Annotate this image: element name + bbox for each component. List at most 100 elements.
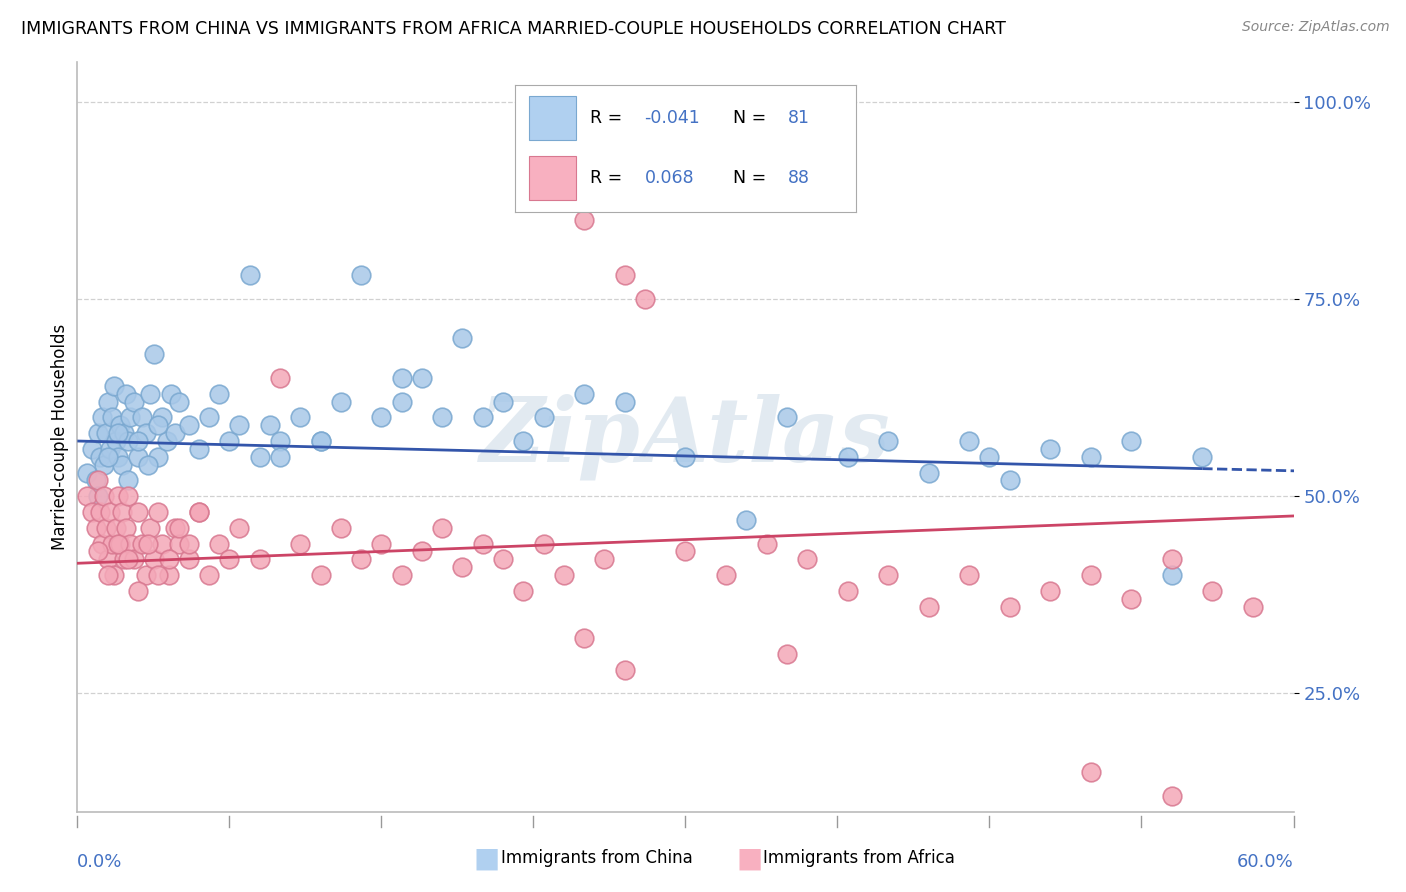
Point (228, 418, 250, 433)
Point (714, 568, 737, 582)
Point (107, 450, 129, 464)
Point (471, 536, 494, 550)
Point (108, 536, 131, 550)
Text: ZipAtlas: ZipAtlas (479, 394, 891, 480)
Point (593, 552, 616, 566)
Point (97, 450, 120, 464)
Point (309, 568, 332, 582)
Point (877, 434, 900, 448)
Point (1039, 583, 1062, 598)
Point (107, 426, 129, 441)
Point (148, 450, 170, 464)
Point (1161, 568, 1184, 582)
Point (998, 599, 1021, 614)
Point (93, 458, 115, 472)
Point (163, 521, 186, 535)
Point (957, 568, 980, 582)
Point (1161, 552, 1184, 566)
Point (370, 410, 392, 425)
Point (350, 552, 373, 566)
Text: 60.0%: 60.0% (1237, 853, 1294, 871)
Point (613, 663, 636, 677)
Point (86, 544, 108, 558)
Point (1039, 442, 1062, 456)
Point (167, 394, 190, 409)
Point (76, 466, 98, 480)
Point (107, 536, 129, 550)
Point (159, 386, 181, 401)
Text: IMMIGRANTS FROM CHINA VS IMMIGRANTS FROM AFRICA MARRIED-COUPLE HOUSEHOLDS CORREL: IMMIGRANTS FROM CHINA VS IMMIGRANTS FROM… (21, 20, 1005, 37)
Point (143, 552, 166, 566)
Point (148, 505, 170, 519)
Point (309, 434, 332, 448)
Point (131, 410, 153, 425)
Point (118, 536, 141, 550)
Point (80, 505, 103, 519)
Point (155, 434, 177, 448)
Point (533, 536, 555, 550)
Point (117, 474, 139, 488)
Point (309, 434, 332, 448)
Point (139, 521, 162, 535)
Point (157, 552, 180, 566)
Point (533, 410, 555, 425)
Point (98, 442, 121, 456)
Point (84, 474, 107, 488)
Point (127, 450, 149, 464)
Point (979, 450, 1001, 464)
Y-axis label: Married-couple Households: Married-couple Households (51, 324, 69, 550)
Point (104, 434, 127, 448)
Point (198, 568, 221, 582)
Point (89, 450, 111, 464)
Point (471, 410, 494, 425)
Point (370, 536, 392, 550)
Point (104, 521, 127, 535)
Point (136, 458, 159, 472)
Point (143, 347, 166, 361)
Point (117, 552, 139, 566)
Point (117, 489, 139, 503)
Point (117, 434, 139, 448)
Point (350, 268, 373, 283)
Point (148, 568, 170, 582)
Point (115, 521, 138, 535)
Point (198, 410, 221, 425)
Point (776, 647, 799, 661)
Point (735, 513, 758, 527)
Text: ■: ■ (737, 844, 763, 872)
Point (430, 410, 453, 425)
Point (634, 292, 657, 306)
Point (103, 568, 125, 582)
Point (755, 536, 778, 550)
Point (177, 536, 200, 550)
Point (391, 371, 413, 385)
Point (430, 521, 453, 535)
Point (1161, 789, 1184, 803)
Point (218, 552, 240, 566)
Point (512, 583, 534, 598)
Point (80, 442, 103, 456)
Point (675, 450, 697, 464)
Point (167, 536, 190, 550)
Point (249, 450, 271, 464)
Point (208, 386, 231, 401)
Point (613, 268, 636, 283)
Point (918, 466, 941, 480)
Point (90, 410, 112, 425)
Point (269, 371, 291, 385)
Point (177, 418, 200, 433)
Point (1080, 568, 1102, 582)
Point (228, 521, 250, 535)
Point (269, 450, 291, 464)
Point (1121, 434, 1143, 448)
Point (86, 426, 108, 441)
Point (1191, 450, 1213, 464)
Text: ■: ■ (474, 844, 501, 872)
Point (208, 536, 231, 550)
Point (127, 505, 149, 519)
Point (93, 489, 115, 503)
Point (188, 505, 211, 519)
Point (957, 434, 980, 448)
Point (1080, 765, 1102, 780)
Point (118, 410, 141, 425)
